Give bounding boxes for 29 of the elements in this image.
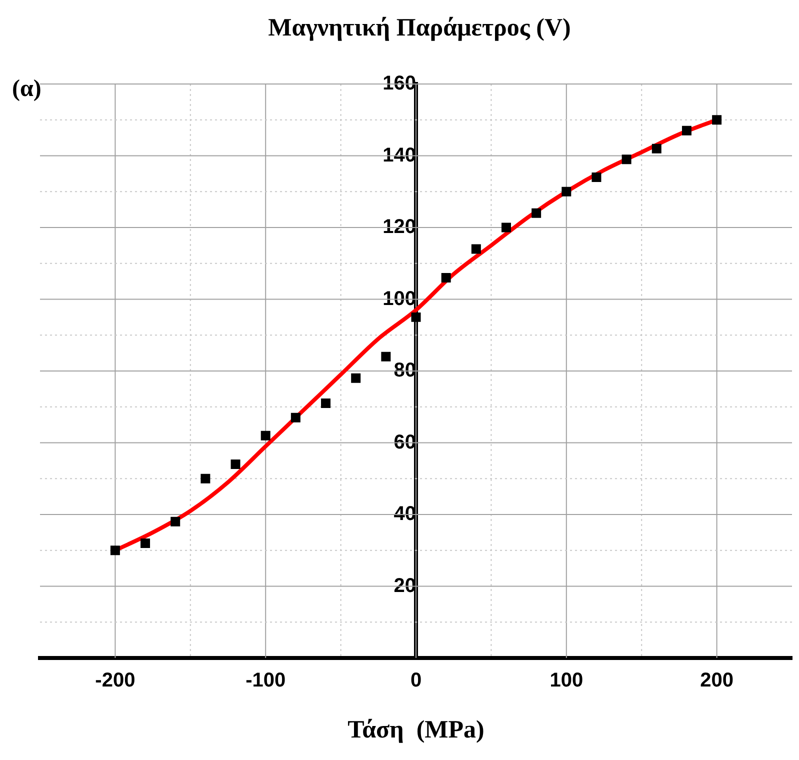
point xyxy=(562,186,572,196)
point xyxy=(411,312,421,322)
point xyxy=(622,154,632,164)
x-tick-label: 200 xyxy=(700,670,734,692)
point xyxy=(652,144,662,154)
point xyxy=(200,474,210,484)
point xyxy=(381,352,391,362)
point xyxy=(260,430,270,440)
point xyxy=(230,460,240,470)
point xyxy=(592,172,602,182)
x-tick-label: -200 xyxy=(95,670,136,692)
annotation: (α) xyxy=(12,76,42,102)
x-tick-label: -100 xyxy=(246,670,286,692)
x-axis-title: Τάση (MPa) xyxy=(348,716,484,744)
point xyxy=(682,126,692,136)
point xyxy=(441,272,451,282)
point xyxy=(170,516,180,526)
x-tick-label: 100 xyxy=(550,670,584,692)
point xyxy=(471,244,481,254)
point xyxy=(290,412,300,422)
chart-title: Μαγνητική Παράμετρος (V) xyxy=(268,14,571,42)
x-tick-label: 0 xyxy=(410,670,422,692)
point xyxy=(110,546,120,556)
point xyxy=(712,115,722,125)
point xyxy=(532,208,542,218)
point xyxy=(321,398,331,408)
point xyxy=(140,538,150,548)
point xyxy=(502,222,511,232)
point xyxy=(351,373,361,383)
